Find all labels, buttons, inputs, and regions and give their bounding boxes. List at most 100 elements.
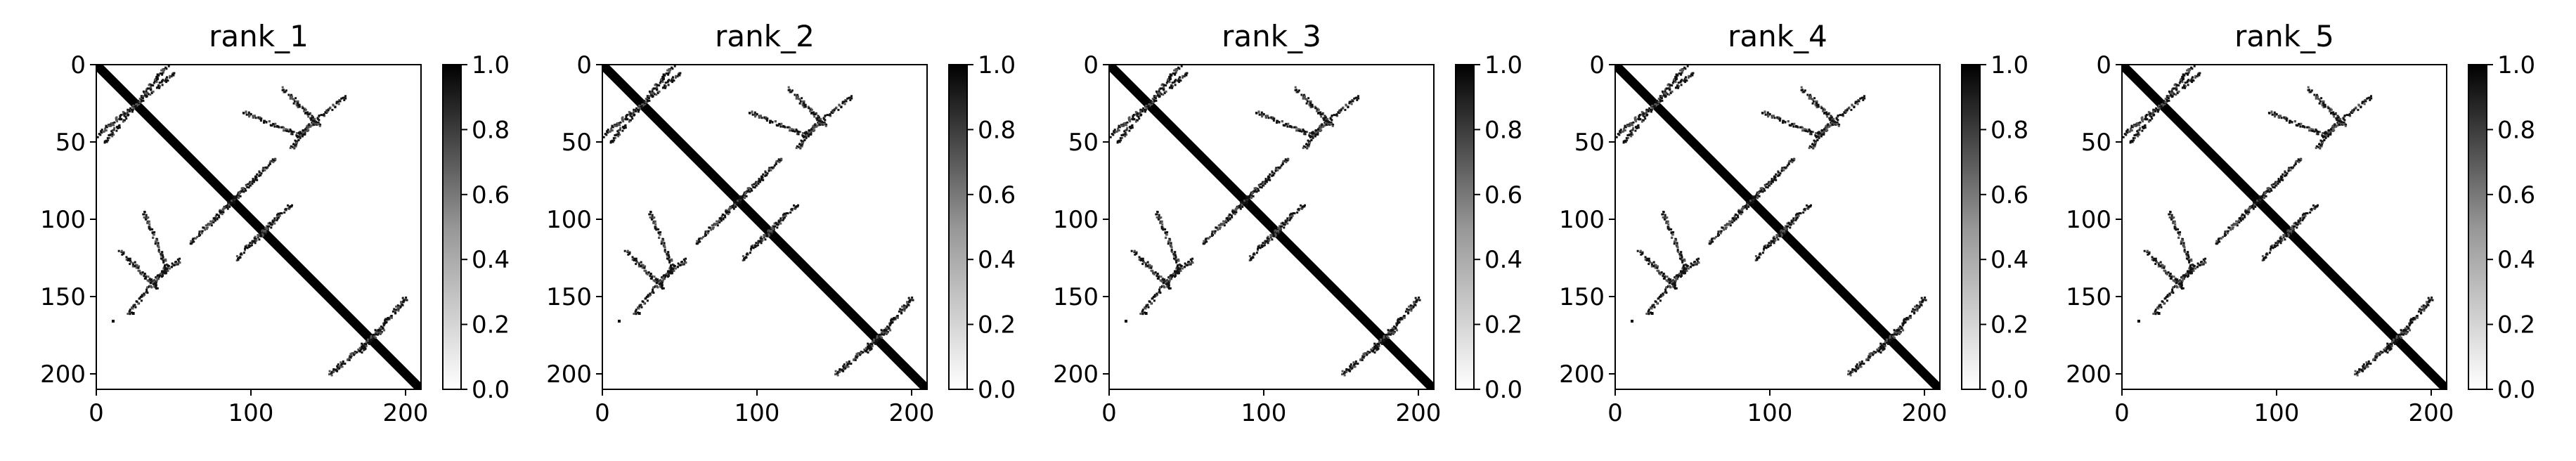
cell-antidiagonal <box>365 345 368 348</box>
cell-antidiagonal <box>1125 124 1128 126</box>
cell-antidiagonal <box>119 118 122 121</box>
cell-parallel <box>802 135 805 138</box>
cell-antidiagonal <box>718 221 721 223</box>
cell-antidiagonal <box>807 135 810 138</box>
cell-antidiagonal <box>782 216 784 219</box>
cell-parallel <box>765 119 768 122</box>
cell-antidiagonal <box>613 124 615 127</box>
panel-title: rank_4 <box>1728 19 1827 53</box>
cell-antidiagonal <box>1205 240 1208 243</box>
cell-parallel <box>796 133 798 136</box>
cell-parallel <box>817 116 820 119</box>
cell-antidiagonal <box>1845 110 1848 113</box>
cell-antidiagonal <box>1657 103 1659 105</box>
cell-antidiagonal <box>1182 74 1184 77</box>
cell-parallel <box>287 93 290 96</box>
cell-antidiagonal <box>1820 135 1823 138</box>
cell-antidiagonal <box>1655 300 1657 303</box>
cell-antidiagonal <box>337 103 340 105</box>
cell-antidiagonal <box>748 187 751 190</box>
cell-parallel <box>1302 95 1305 98</box>
cell-antidiagonal <box>1906 318 1909 320</box>
cell-antidiagonal <box>871 341 874 344</box>
cell-antidiagonal <box>1325 122 1328 125</box>
cell-antidiagonal <box>847 365 850 368</box>
cell-antidiagonal <box>150 91 153 94</box>
cell-antidiagonal <box>110 124 112 127</box>
cell-antidiagonal <box>254 238 257 240</box>
cell-antidiagonal <box>720 215 723 218</box>
cell-antidiagonal <box>646 99 649 101</box>
cell-antidiagonal <box>1678 72 1681 75</box>
cell-antidiagonal <box>662 278 665 280</box>
cell-parallel <box>1156 275 1158 278</box>
cell-antidiagonal <box>1280 164 1283 167</box>
cell-parallel <box>1833 122 1836 125</box>
cell-antidiagonal <box>401 304 403 306</box>
cell-antidiagonal <box>382 327 384 330</box>
cell-antidiagonal <box>896 316 899 319</box>
cell-parallel <box>303 110 306 112</box>
cell-antidiagonal <box>1786 222 1789 225</box>
cell-antidiagonal <box>1231 210 1234 213</box>
cell-parallel <box>1776 116 1779 119</box>
cell-parallel <box>649 213 652 216</box>
cell-antidiagonal <box>1174 79 1177 82</box>
cell-antidiagonal <box>1856 103 1859 105</box>
cell-parallel <box>1144 265 1147 268</box>
cell-antidiagonal <box>1272 234 1275 237</box>
cell-antidiagonal <box>1178 78 1181 81</box>
cell-parallel <box>1668 227 1671 230</box>
cell-antidiagonal <box>155 279 158 282</box>
cell-parallel <box>670 264 672 267</box>
cell-antidiagonal <box>250 240 253 243</box>
colorbar-tick-label: 0.8 <box>1484 116 1522 144</box>
cell-antidiagonal <box>1692 72 1695 74</box>
cell-parallel <box>254 115 257 117</box>
cell-antidiagonal <box>658 90 661 93</box>
cell-antidiagonal <box>648 294 651 297</box>
cell-antidiagonal <box>1359 358 1362 361</box>
cell-antidiagonal <box>1903 320 1905 323</box>
cell-antidiagonal <box>1775 235 1778 238</box>
cell-antidiagonal <box>132 107 135 110</box>
cell-antidiagonal <box>1797 214 1799 217</box>
cell-parallel <box>1174 256 1177 259</box>
cell-parallel <box>1290 125 1293 128</box>
cell-antidiagonal <box>1782 169 1785 171</box>
cell-antidiagonal <box>249 242 252 245</box>
cell-antidiagonal <box>161 73 164 76</box>
cell-antidiagonal <box>200 230 202 233</box>
cell-antidiagonal <box>339 365 342 368</box>
cell-antidiagonal <box>374 329 377 332</box>
cell-parallel <box>643 269 646 272</box>
cell-parallel <box>663 242 666 245</box>
cell-antidiagonal <box>1344 370 1347 373</box>
cell-antidiagonal <box>854 358 857 361</box>
cell-antidiagonal <box>1880 345 1883 348</box>
cell-antidiagonal <box>854 357 857 360</box>
cell-antidiagonal <box>1350 100 1352 103</box>
cell-antidiagonal <box>1353 363 1356 365</box>
cell-parallel <box>1177 259 1180 262</box>
cell-antidiagonal <box>1917 306 1920 309</box>
cell-antidiagonal <box>1920 297 1923 299</box>
cell-antidiagonal <box>855 356 857 358</box>
cell-antidiagonal <box>257 234 260 236</box>
cell-antidiagonal <box>661 279 664 282</box>
cell-antidiagonal <box>770 169 772 171</box>
cell-antidiagonal <box>1684 81 1687 84</box>
cell-antidiagonal <box>389 315 392 318</box>
cell-antidiagonal <box>210 224 213 227</box>
cell-antidiagonal <box>743 197 746 200</box>
cell-antidiagonal <box>1315 129 1318 131</box>
cell-parallel <box>766 117 769 120</box>
cell-antidiagonal <box>1279 226 1281 228</box>
cell-antidiagonal <box>328 370 331 372</box>
cell-antidiagonal <box>783 216 786 219</box>
cell-antidiagonal <box>653 93 656 96</box>
cell-parallel <box>136 264 138 266</box>
cell-antidiagonal <box>391 310 394 313</box>
cell-parallel <box>283 129 285 132</box>
cell-antidiagonal <box>772 226 774 228</box>
